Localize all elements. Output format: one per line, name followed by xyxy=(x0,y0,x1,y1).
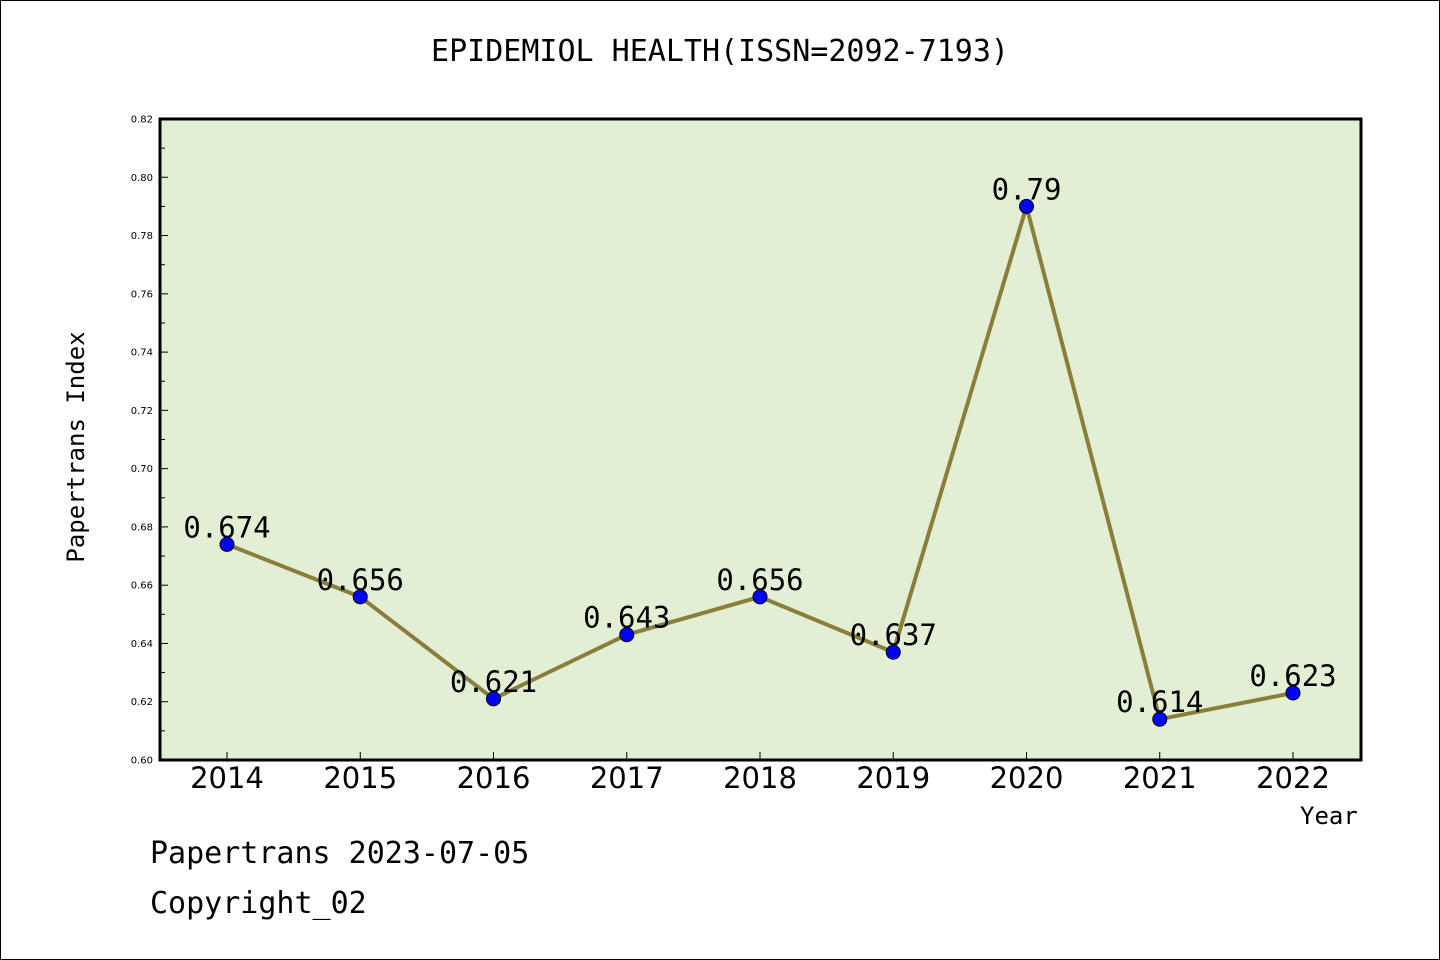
y-tick-label: 0.66 xyxy=(131,581,153,592)
data-label: 0.637 xyxy=(850,618,937,652)
x-tick-label: 2017 xyxy=(590,761,664,795)
y-tick-label: 0.70 xyxy=(131,464,153,475)
data-point xyxy=(885,644,901,660)
footer-copyright: Copyright_02 xyxy=(150,886,367,921)
data-point xyxy=(486,691,501,707)
y-tick-label: 0.60 xyxy=(131,756,153,767)
x-tick-label: 2015 xyxy=(323,761,397,795)
y-tick-label: 0.64 xyxy=(131,639,153,650)
x-tick-label: 2020 xyxy=(990,761,1064,795)
data-label: 0.623 xyxy=(1249,659,1336,693)
y-tick-label: 0.74 xyxy=(131,348,153,359)
data-label: 0.643 xyxy=(583,601,670,635)
y-tick-label: 0.78 xyxy=(131,231,153,242)
y-tick-label: 0.76 xyxy=(131,289,153,300)
data-label: 0.656 xyxy=(317,563,404,597)
plot-area xyxy=(158,117,1363,762)
data-label: 0.674 xyxy=(183,510,270,544)
data-point xyxy=(1285,685,1301,701)
data-point xyxy=(219,536,235,552)
data-point xyxy=(752,589,768,605)
data-label: 0.614 xyxy=(1116,685,1203,719)
data-label: 0.79 xyxy=(992,172,1062,206)
y-tick-label: 0.82 xyxy=(131,115,153,126)
chart-title: EPIDEMIOL HEALTH(ISSN=2092-7193) xyxy=(431,34,1009,69)
data-point xyxy=(1152,711,1168,727)
x-tick-label: 2021 xyxy=(1123,761,1197,795)
y-tick-label: 0.72 xyxy=(131,406,153,417)
x-tick-label: 2019 xyxy=(856,761,930,795)
data-label: 0.656 xyxy=(716,563,803,597)
x-tick-label: 2022 xyxy=(1256,761,1330,795)
data-point xyxy=(352,589,368,605)
data-point xyxy=(619,627,635,643)
y-tick-label: 0.62 xyxy=(131,697,153,708)
data-label: 0.621 xyxy=(450,665,537,699)
footer-date: Papertrans 2023-07-05 xyxy=(150,836,530,871)
x-tick-label: 2014 xyxy=(190,761,264,795)
y-tick-label: 0.68 xyxy=(131,522,153,533)
y-tick-label: 0.80 xyxy=(131,173,153,184)
x-tick-label: 2018 xyxy=(723,761,797,795)
x-tick-label: 2016 xyxy=(457,761,531,795)
x-axis-label: Year xyxy=(1300,802,1358,830)
data-point xyxy=(1019,198,1034,214)
